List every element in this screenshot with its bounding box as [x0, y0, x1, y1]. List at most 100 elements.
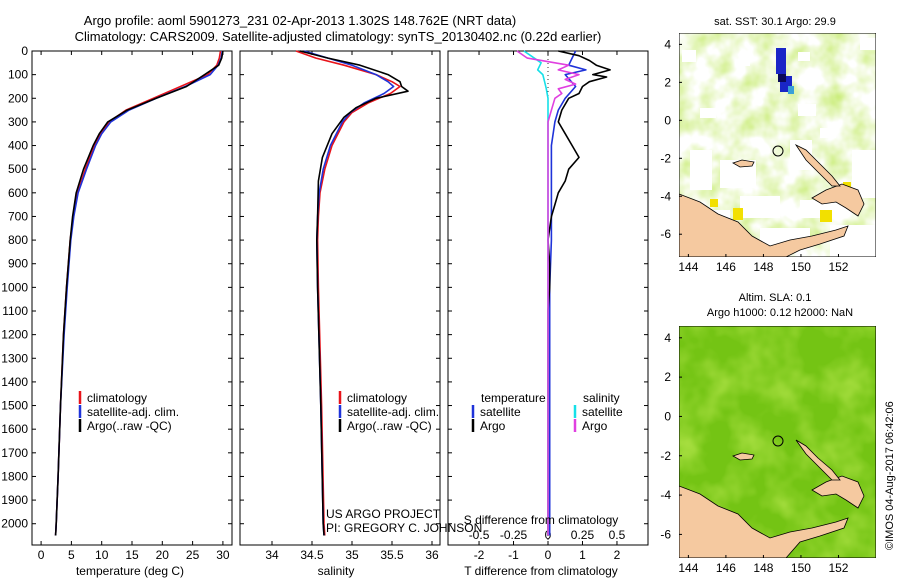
- sla-map-subtitle: Argo h1000: 0.12 h2000: NaN: [707, 307, 853, 319]
- legend-satellite-adj: satellite-adj. clim.: [347, 405, 439, 419]
- difference-plot: -2 -1 0 1 2-0.5 -0.25 0 0.25 0.5: [448, 50, 648, 562]
- y-tick-label: -6: [660, 227, 671, 241]
- argo-location-marker: [772, 435, 784, 447]
- x-tick-label: -1: [508, 548, 519, 562]
- y-tick-label: 1500: [1, 399, 28, 413]
- x-tick-label: 146: [716, 260, 736, 274]
- series-line: [54, 50, 224, 536]
- temperature-plot: 0 5 10 15 20 25 300100200300400500600700800900…: [1, 44, 232, 562]
- x-tick-label: 148: [753, 561, 773, 575]
- y-tick-label: 4: [664, 37, 671, 51]
- x-tick-label: 34.5: [300, 548, 324, 562]
- legend-s-argo: Argo: [582, 419, 608, 433]
- series-line: [295, 50, 401, 536]
- x-tick-label: 1: [579, 548, 586, 562]
- x-tick-label: 146: [716, 561, 736, 575]
- y-tick-label: 800: [8, 233, 28, 247]
- x-tick-label: 0: [545, 548, 552, 562]
- series-line: [54, 50, 222, 536]
- title-line-2: Climatology: CARS2009. Satellite-adjuste…: [75, 29, 602, 44]
- x-tick-label: 2: [614, 548, 621, 562]
- y-tick-label: 0: [21, 44, 28, 58]
- y-tick-label: 1200: [1, 328, 28, 342]
- land-new-guinea: [679, 485, 849, 558]
- sla-map: [679, 326, 876, 558]
- temperature-xlabel: temperature (deg C): [76, 564, 184, 578]
- y-tick-label: 0: [664, 113, 671, 127]
- y-tick-label: 300: [8, 115, 28, 129]
- project-pi: PI: GREGORY C. JOHNSON: [326, 521, 482, 535]
- x-tick-label: 25: [186, 548, 200, 562]
- series-line: [547, 50, 611, 536]
- difference-legend: temperature salinity satellite Argo sate…: [471, 391, 623, 433]
- x-tick-label: 35.5: [380, 548, 404, 562]
- sst-map-axes: 144 146 148 150 152 -6 -4 -2 0 2 4: [660, 37, 848, 274]
- x-tick-label: 15: [125, 548, 139, 562]
- difference-xlabel: T difference from climatology: [464, 564, 618, 578]
- y-tick-label: 1100: [2, 304, 28, 318]
- legend-t-satellite: satellite: [480, 405, 521, 419]
- sla-map-axes: 144 146 148 150 152 -6 -4 -2 0 2 4: [660, 331, 848, 575]
- x-tick-label-salinity: 0.25: [571, 528, 595, 542]
- sst-map: [679, 33, 876, 257]
- y-tick-label: 1800: [1, 469, 28, 483]
- y-tick-label: 400: [8, 139, 28, 153]
- land-manus: [732, 159, 755, 168]
- y-tick-label: -6: [660, 527, 671, 541]
- x-tick-label: 150: [791, 260, 811, 274]
- x-tick-label: 150: [791, 561, 811, 575]
- sla-map-title: Altim. SLA: 0.1: [739, 292, 812, 304]
- argo-location-marker: [772, 145, 784, 157]
- legend-climatology: climatology: [347, 391, 407, 405]
- x-tick-label: 30: [216, 548, 230, 562]
- x-tick-label: 148: [753, 260, 773, 274]
- x-tick-label: -2: [474, 548, 485, 562]
- legend-title-salinity: salinity: [583, 391, 620, 405]
- y-tick-label: 1300: [1, 351, 28, 365]
- salinity-plot: 34 34.5 35 35.5 36: [240, 50, 440, 562]
- land-new-ireland: [794, 143, 841, 187]
- y-tick-label: 1400: [1, 375, 28, 389]
- x-tick-label: 0: [38, 548, 45, 562]
- x-tick-label-salinity: 0.5: [609, 528, 626, 542]
- y-tick-label: 0: [664, 409, 671, 423]
- project-name: US ARGO PROJECT: [326, 507, 441, 521]
- x-tick-label-salinity: -0.5: [469, 528, 490, 542]
- y-tick-label: 600: [8, 186, 28, 200]
- y-tick-label: 2000: [1, 517, 28, 531]
- y-tick-label: 900: [8, 257, 28, 271]
- x-tick-label: 5: [68, 548, 75, 562]
- y-tick-label: -4: [660, 189, 671, 203]
- legend-argo: Argo(..raw -QC): [347, 419, 432, 433]
- legend-t-argo: Argo: [480, 419, 506, 433]
- y-tick-label: -2: [660, 151, 671, 165]
- x-tick-label: 144: [678, 260, 698, 274]
- x-tick-label: 152: [828, 561, 848, 575]
- y-tick-label: 2: [664, 370, 671, 384]
- legend-climatology: climatology: [87, 391, 147, 405]
- y-tick-label: 500: [8, 162, 28, 176]
- x-tick-label: 35: [345, 548, 359, 562]
- y-tick-label: 200: [8, 91, 28, 105]
- x-tick-label: 144: [678, 561, 698, 575]
- x-tick-label: 20: [156, 548, 170, 562]
- series-line: [54, 50, 224, 536]
- series-line: [299, 50, 409, 536]
- x-tick-label: 36: [425, 548, 439, 562]
- difference-xlabel-salinity: S difference from climatology: [464, 513, 619, 527]
- y-tick-label: 100: [8, 68, 28, 82]
- y-tick-label: 1700: [1, 446, 28, 460]
- imos-stamp: ©IMOS 04-Aug-2017 06:42:06: [884, 401, 896, 550]
- land-manus: [732, 452, 755, 461]
- y-tick-label: 2: [664, 75, 671, 89]
- series-line: [523, 50, 549, 536]
- y-tick-label: -4: [660, 488, 671, 502]
- x-tick-label: 34: [265, 548, 279, 562]
- y-tick-label: 700: [8, 209, 28, 223]
- legend-satellite-adj: satellite-adj. clim.: [87, 405, 179, 419]
- x-tick-label: 10: [95, 548, 109, 562]
- salinity-xlabel: salinity: [318, 564, 355, 578]
- temperature-panel-frame: [31, 50, 233, 546]
- land-new-britain: [811, 183, 865, 217]
